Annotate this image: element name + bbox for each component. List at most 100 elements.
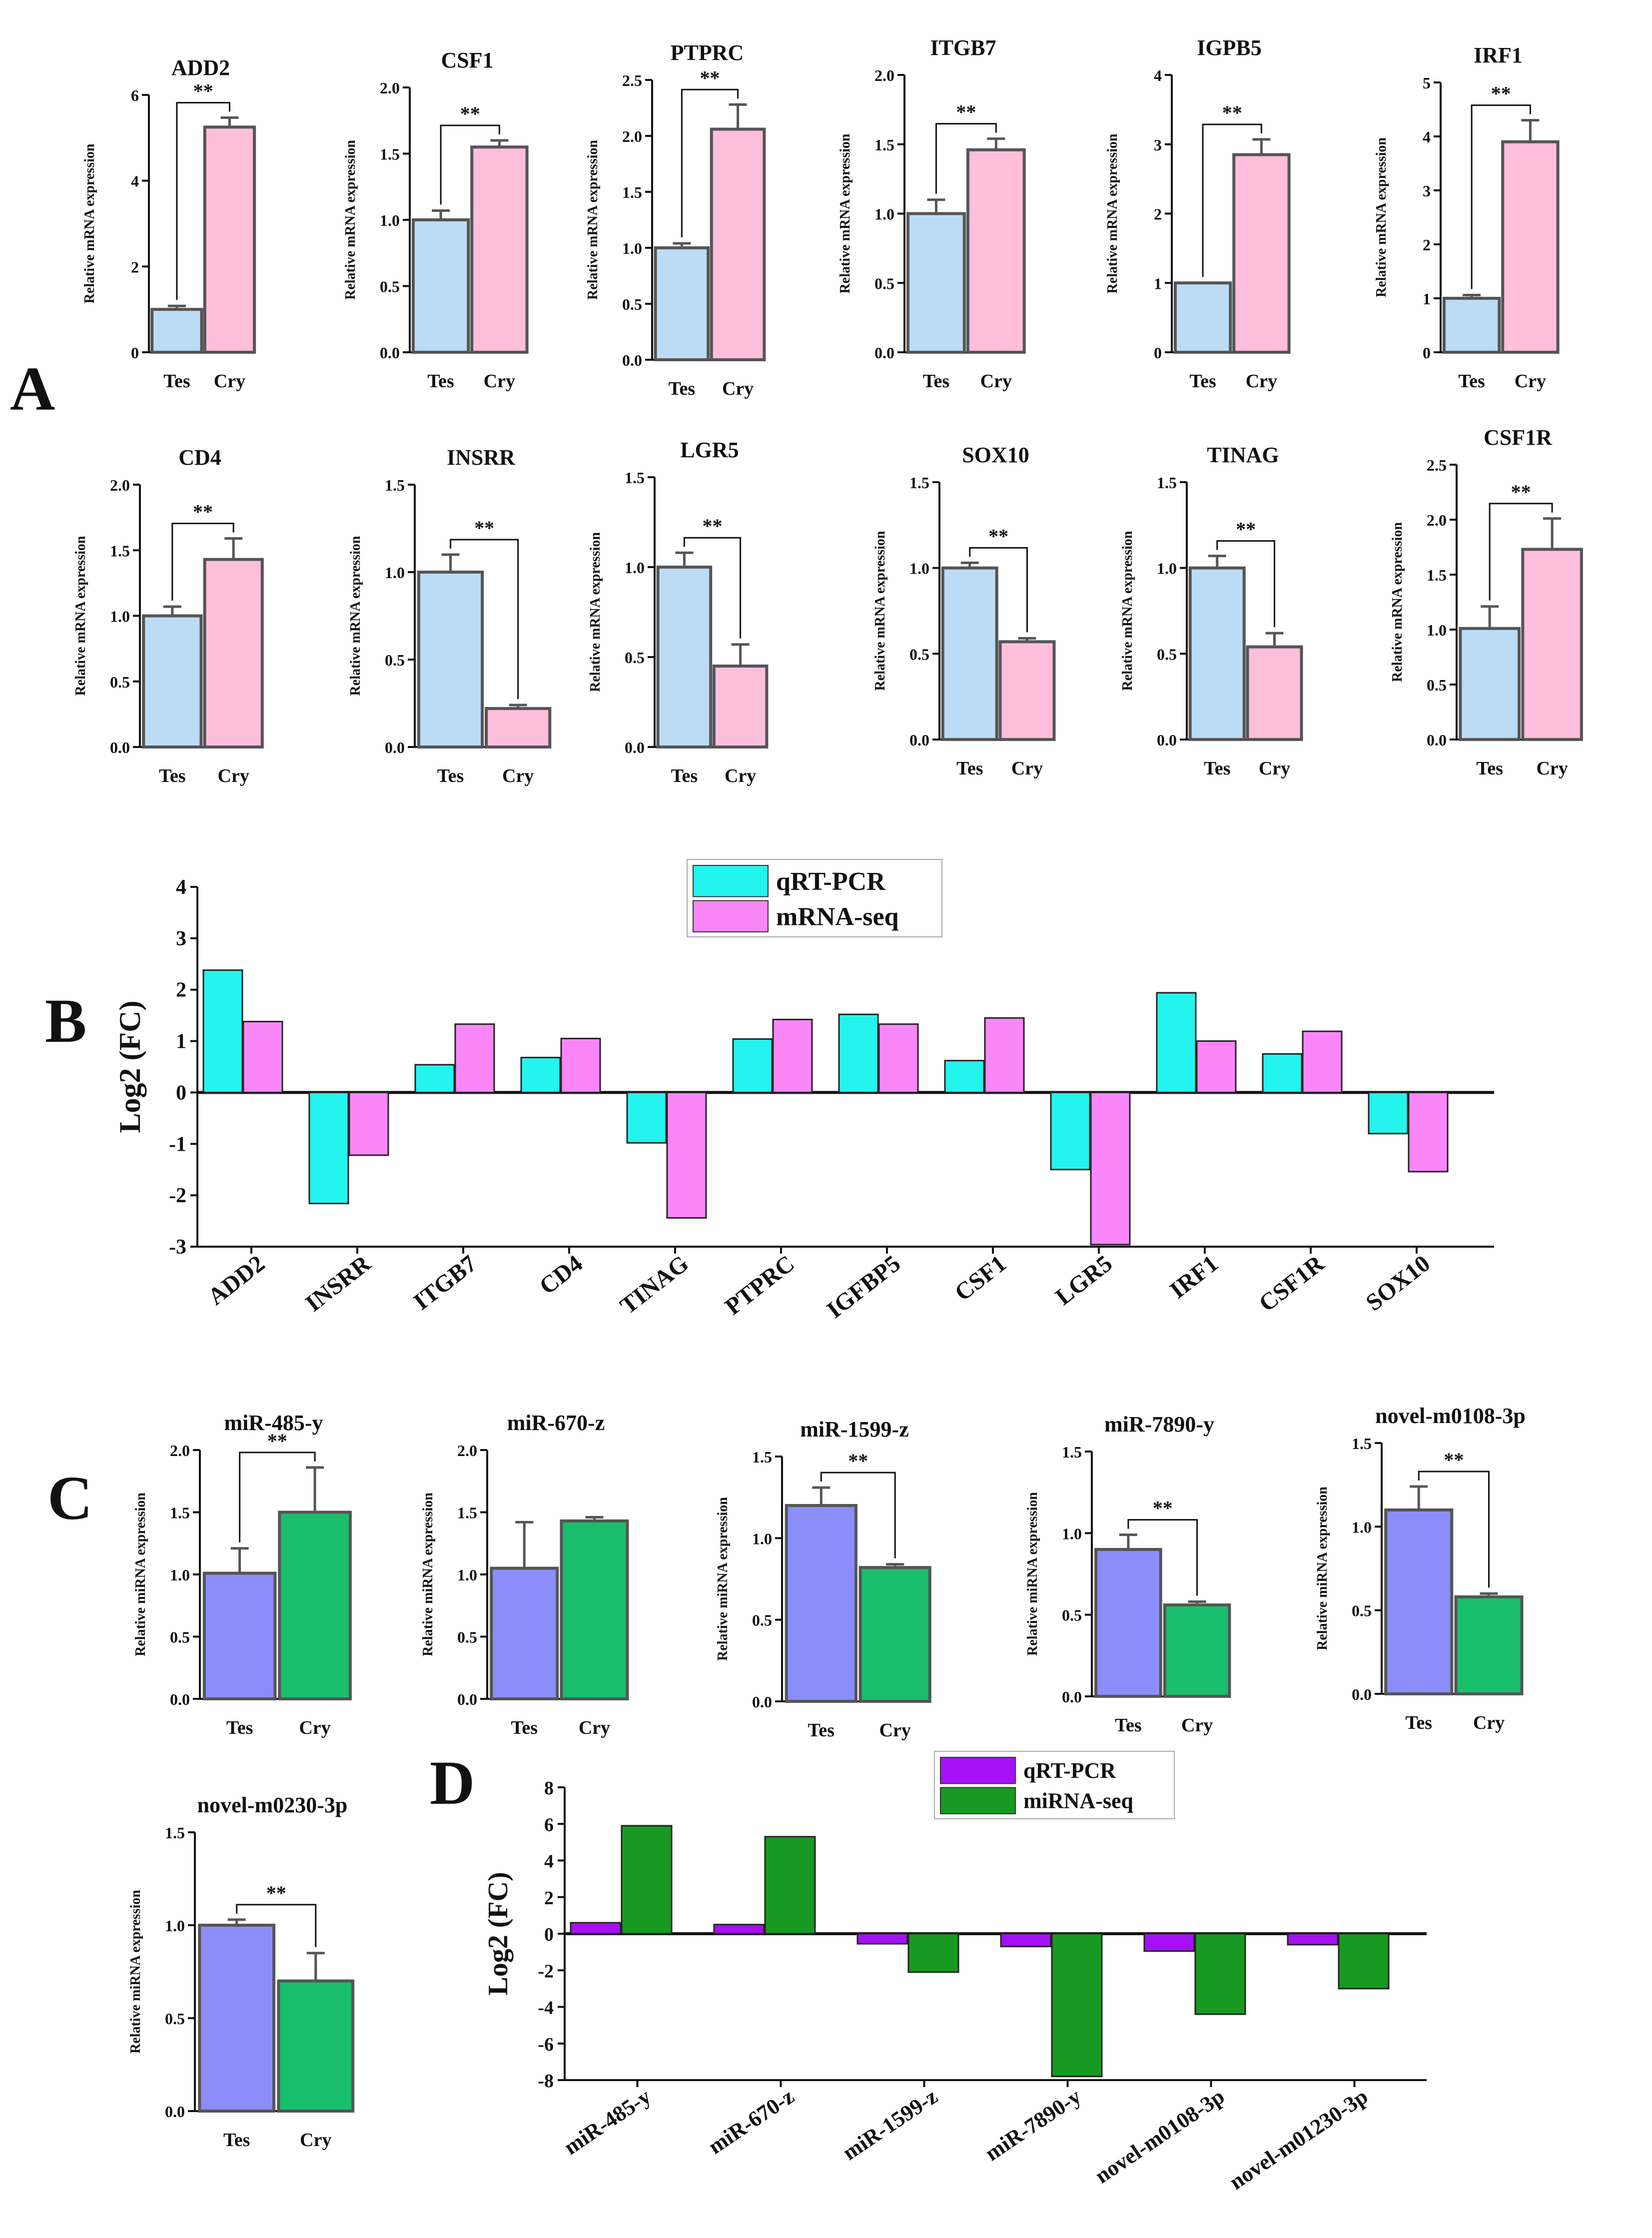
chart-a-2: PTPRC Relative mRNA expression 0.0 0.5 1.0 1.…: [585, 40, 766, 399]
y-tick-label: 0.0: [625, 739, 645, 756]
bar-qrt-pcr-tinag: [626, 1091, 667, 1144]
x-tick-label-tes: Tes: [1189, 371, 1216, 392]
y-tick-label: 4: [1423, 128, 1431, 146]
chart-title: CSF1R: [1484, 425, 1553, 450]
bar-tes: [150, 308, 203, 354]
y-tick-label: 1.0: [1157, 560, 1177, 578]
y-tick-label: 1.0: [622, 239, 642, 257]
y-tick-label: 0.0: [622, 351, 642, 369]
significance-marker: **: [1444, 1449, 1464, 1471]
bar-tes: [785, 1504, 857, 1703]
y-tick-label: 1.0: [170, 1566, 190, 1584]
legend-label-qrt-pcr: qRT-PCR: [776, 867, 886, 896]
chart-a-8: LGR5 Relative mRNA expression 0.0 0.5 1.0 1.5…: [588, 438, 769, 786]
y-tick-label: 2: [1423, 236, 1431, 254]
y-axis-label: Relative mRNA expression: [872, 531, 888, 691]
bar-mirna-seq-mir-1599-z: [907, 1933, 959, 1973]
bar-qrt-pcr-novel-m0108-3p: [1143, 1933, 1195, 1952]
chart-c-17: novel-m0108-3p Relative miRNA expression 0…: [1315, 1404, 1526, 1733]
y-tick-label: 1.5: [1352, 1435, 1372, 1453]
y-tick-label: 0.5: [457, 1628, 477, 1646]
bar-tes: [1442, 297, 1501, 354]
y-tick-label: 0: [131, 344, 139, 362]
x-tick-label-cry: Cry: [218, 765, 249, 786]
y-tick-label: 1.5: [457, 1504, 477, 1522]
x-tick-label-tes: Tes: [437, 765, 464, 786]
y-tick-label: 4: [176, 876, 186, 899]
bar-cry: [1163, 1603, 1231, 1698]
y-tick-label: 0.5: [1157, 645, 1177, 663]
bar-qrt-pcr-ptprc: [732, 1038, 773, 1093]
y-tick-label: 0.5: [110, 673, 130, 691]
x-tick-label-tes: Tes: [226, 1717, 253, 1738]
panel-label-c: C: [47, 1464, 92, 1533]
x-tick-label-tes: Tes: [1115, 1715, 1142, 1736]
x-tick-label-cry: Cry: [879, 1720, 911, 1741]
chart-c-18: novel-m0230-3p Relative miRNA expression 0…: [128, 1793, 355, 2151]
bar-mrna-seq-irf1: [1196, 1040, 1237, 1093]
bar-cry: [203, 558, 264, 748]
chart-c-14: miR-670-z Relative miRNA expression 0.0 0.5…: [420, 1411, 629, 1738]
bar-qrt-pcr-csf1r: [1262, 1053, 1303, 1093]
x-tick-label-cry: Cry: [214, 371, 245, 392]
bar-tes: [490, 1566, 559, 1701]
y-tick-label: 1.5: [874, 136, 894, 154]
y-tick-label: 1.5: [1062, 1443, 1082, 1461]
chart-c-15: miR-1599-z Relative miRNA expression 0.0 0.…: [715, 1417, 931, 1741]
bar-qrt-pcr-mir-7890-y: [1000, 1933, 1052, 1948]
chart-c-16: miR-7890-y Relative miRNA expression 0.0 0.…: [1025, 1412, 1231, 1736]
y-tick-label: 1: [1423, 290, 1431, 308]
significance-bracket: [820, 1472, 896, 1558]
y-axis-label: Relative miRNA expression: [1315, 1487, 1330, 1650]
y-tick-label: 1.0: [874, 205, 894, 223]
y-tick-label: -2: [169, 1184, 186, 1207]
y-tick-label: 0.5: [165, 2010, 185, 2028]
y-tick-label: 2.0: [622, 127, 642, 145]
y-axis-label: Relative miRNA expression: [133, 1492, 148, 1656]
y-tick-label: 0.0: [909, 731, 929, 749]
bar-qrt-pcr-mir-485-y: [570, 1922, 622, 1935]
bar-tes: [654, 246, 710, 361]
chart-a-10: TINAG Relative mRNA expression 0.0 0.5 1.0 1.…: [1120, 443, 1303, 779]
x-tick-label-cry: Cry: [1515, 371, 1546, 392]
y-tick-label: 2.0: [1427, 511, 1447, 529]
y-tick-label: 3: [176, 927, 186, 950]
chart-title: miR-7890-y: [1104, 1412, 1214, 1437]
chart-a-4: IGPB5 Relative mRNA expression 0 1 2 3 4 Tes Cry…: [1105, 35, 1291, 392]
y-tick-label: 2.0: [874, 66, 894, 84]
x-tick-label-cry: Cry: [1473, 1712, 1505, 1733]
panel-label-d: D: [430, 1749, 475, 1818]
bar-qrt-pcr-sox10: [1368, 1091, 1409, 1135]
x-tick-label-tes: Tes: [956, 758, 983, 779]
y-axis-label: Relative mRNA expression: [82, 143, 97, 303]
bar-cry: [1246, 645, 1303, 741]
y-tick-label: 0.5: [380, 278, 400, 296]
x-tick-label-cry: Cry: [579, 1717, 610, 1738]
chart-a-1: CSF1 Relative mRNA expression 0.0 0.5 1.0 1.5…: [343, 48, 529, 392]
y-axis-label: Relative mRNA expression: [588, 532, 603, 692]
y-tick-label: 0.0: [165, 2103, 185, 2121]
x-tick-label-cry: Cry: [980, 371, 1012, 392]
bar-mrna-seq-sox10: [1408, 1091, 1449, 1173]
bar-cry: [710, 127, 766, 361]
y-tick-label: 0.5: [170, 1628, 190, 1646]
bar-tes: [656, 566, 713, 748]
y-tick-label: 0.5: [909, 645, 929, 663]
y-tick-label: 2.5: [1427, 456, 1447, 474]
bar-tes: [1384, 1508, 1454, 1696]
y-tick-label: 1.0: [1062, 1524, 1082, 1542]
y-tick-label: 0.0: [380, 344, 400, 362]
y-tick-label: 2.0: [110, 476, 130, 494]
legend: qRT-PCR mRNA-seq: [687, 859, 942, 937]
significance-marker: **: [1222, 101, 1242, 124]
x-tick-label-cry: Cry: [484, 371, 515, 392]
y-tick-label: 1.5: [1157, 474, 1177, 492]
significance-bracket: [1471, 104, 1531, 289]
bar-cry: [203, 125, 256, 354]
y-tick-label: 0: [1423, 344, 1431, 362]
significance-marker: **: [1153, 1497, 1173, 1519]
y-tick-label: -2: [538, 1961, 554, 1982]
legend-swatch-qrt-pcr: [940, 1757, 1016, 1784]
significance-marker: **: [1491, 82, 1511, 105]
x-tick-label-cry: Cry: [722, 378, 754, 399]
